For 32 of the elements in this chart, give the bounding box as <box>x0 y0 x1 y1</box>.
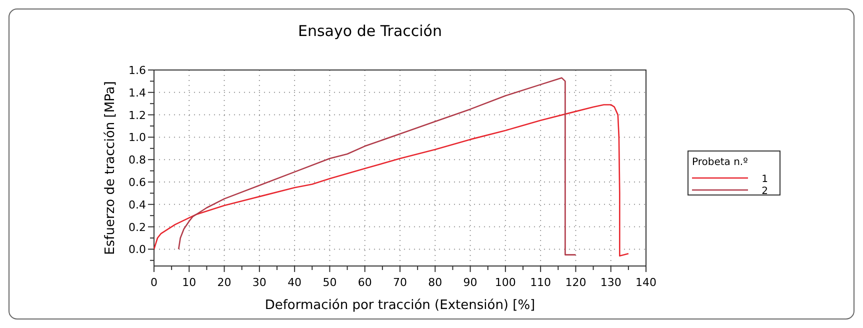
x-tick-label: 110 <box>530 276 552 289</box>
y-tick-label: 0.4 <box>128 198 146 212</box>
y-axis-title: Esfuerzo de tracción [MPa] <box>103 81 118 255</box>
x-tick-label: 90 <box>463 276 478 289</box>
x-tick-label: 40 <box>288 276 302 289</box>
chart-title: Ensayo de Tracción <box>298 22 442 40</box>
x-tick-label: 0 <box>150 276 158 289</box>
x-tick-label: 70 <box>393 276 407 289</box>
x-tick-label: 140 <box>636 276 656 289</box>
x-tick-label: 130 <box>600 276 622 289</box>
line-series <box>178 77 576 256</box>
y-tick-label: 0.0 <box>128 243 146 256</box>
y-tick-label: 1.4 <box>128 86 146 100</box>
text: 2 <box>762 186 768 197</box>
y-tick-label: 0.6 <box>128 176 146 189</box>
x-tick-label: 80 <box>428 276 442 289</box>
y-tick-label: 1.0 <box>128 131 146 144</box>
y-tick-label: 0.8 <box>128 154 146 167</box>
legend-title: Probeta n.º <box>692 157 748 168</box>
line-series <box>153 104 630 257</box>
text: 1 <box>762 174 768 185</box>
x-tick-label: 100 <box>494 276 516 289</box>
x-tick-label: 10 <box>182 276 196 289</box>
y-tick-label: 1.6 <box>128 64 146 77</box>
x-tick-label: 50 <box>322 276 337 289</box>
x-tick-label: 120 <box>565 276 586 289</box>
x-tick-label: 20 <box>217 276 232 289</box>
y-tick-label: 0.2 <box>128 220 146 234</box>
x-tick-label: 30 <box>252 276 266 289</box>
x-tick-label: 60 <box>358 276 372 289</box>
x-axis-title: Deformación por tracción (Extensión) [%] <box>264 298 536 313</box>
y-tick-label: 1.2 <box>128 108 146 122</box>
